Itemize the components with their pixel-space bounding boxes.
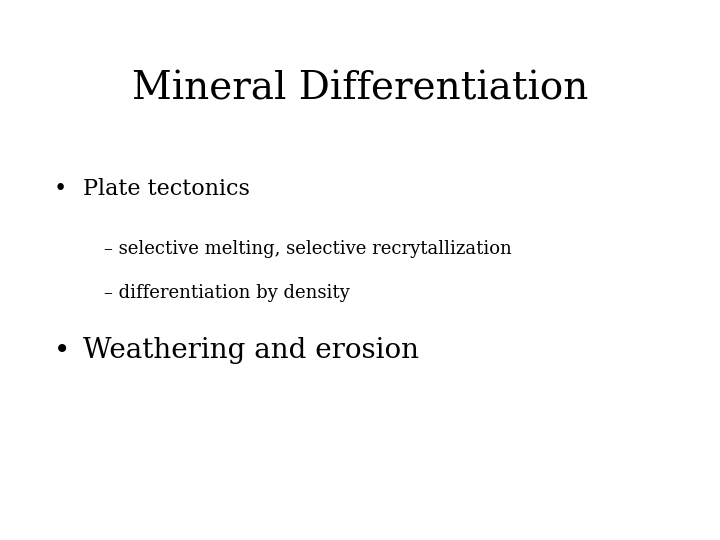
- Text: •: •: [54, 178, 67, 200]
- Text: – selective melting, selective recrytallization: – selective melting, selective recrytall…: [104, 240, 512, 258]
- Text: Weathering and erosion: Weathering and erosion: [83, 338, 419, 364]
- Text: Plate tectonics: Plate tectonics: [83, 178, 250, 200]
- Text: Mineral Differentiation: Mineral Differentiation: [132, 70, 588, 107]
- Text: •: •: [54, 338, 71, 364]
- Text: – differentiation by density: – differentiation by density: [104, 284, 350, 301]
